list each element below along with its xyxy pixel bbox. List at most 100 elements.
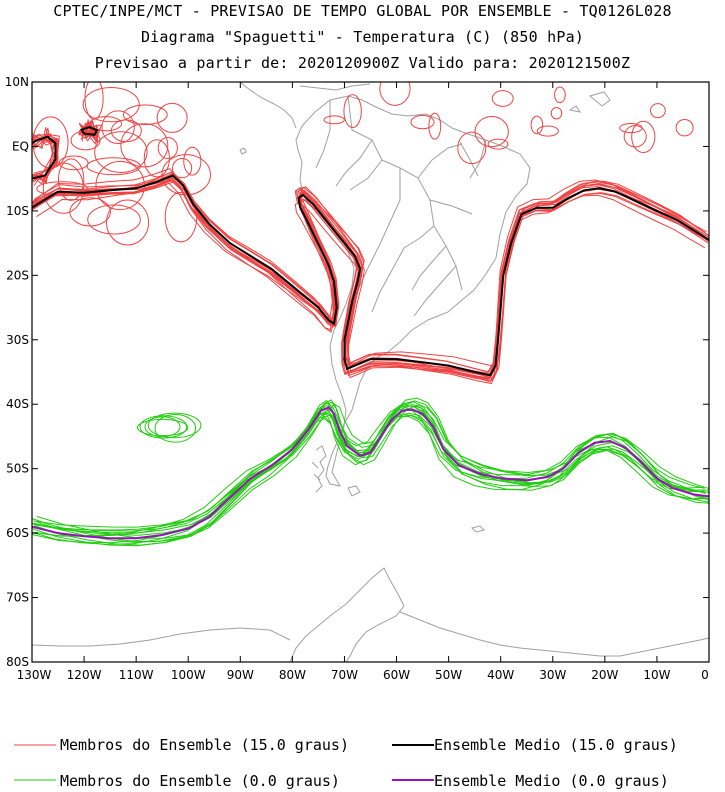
ensemble-member-contour [32, 401, 709, 532]
ensemble-mean-15-contour [32, 174, 709, 377]
ensemble-member-contour [110, 119, 142, 143]
ensemble-mean-15-contour [79, 126, 99, 136]
lon-tick-label: 0 [701, 668, 709, 682]
ensemble-member-contour [57, 158, 85, 201]
ensemble-member-contour [106, 199, 150, 246]
ensemble-member-contour [101, 110, 135, 144]
lat-tick-label: 20S [6, 268, 29, 282]
legend-label-members-15: Membros do Ensemble (15.0 graus) [60, 736, 349, 754]
lon-tick-label: 90W [227, 668, 254, 682]
ensemble-member-contour [183, 146, 202, 176]
forecast-validity: Previsao a partir de: 2020120900Z Valido… [94, 54, 631, 72]
ensemble-member-contour [144, 416, 181, 438]
lon-tick-label: 60W [383, 668, 410, 682]
ensemble-member-contour [164, 191, 198, 243]
ensemble-member-contour [536, 125, 559, 137]
lat-tick-label: 50S [6, 462, 29, 476]
ensemble-member-contour [94, 131, 148, 174]
ensemble-member-contour [33, 405, 709, 536]
ensemble-member-contour [649, 103, 666, 119]
ensemble-member-contour [32, 399, 709, 547]
ensemble-member-contour [343, 94, 362, 129]
ensemble-member-contour [36, 175, 706, 367]
ensemble-member-contour [33, 175, 706, 385]
ensemble-member-contour [32, 405, 709, 544]
ensemble-member-contour [457, 131, 487, 165]
south-america-coastline [295, 95, 531, 487]
ensemble-member-contour [550, 107, 563, 120]
ensemble-member-contour [34, 180, 707, 379]
lat-tick-label: 30S [6, 333, 29, 347]
ensemble-member-contour [89, 116, 123, 132]
ensemble-member-contour [32, 133, 59, 178]
ensemble-member-contour [530, 115, 544, 135]
lon-tick-label: 30W [539, 668, 566, 682]
lon-tick-label: 120W [67, 668, 102, 682]
latitude-axis: 10N EQ 10S 20S 30S 40S 50S 60S 70S 80S [5, 75, 709, 669]
ensemble-member-contour [147, 412, 202, 439]
country-borders [315, 95, 487, 317]
lat-tick-label: 40S [6, 397, 29, 411]
ensemble-member-contour [84, 82, 104, 120]
ensemble-member-contour [36, 397, 704, 528]
chart-subtitle: Diagrama "Spaguetti" - Temperatura (C) (… [140, 28, 585, 46]
lat-tick-label: 10S [6, 204, 29, 218]
members-0-layer [32, 397, 709, 547]
ensemble-member-contour [86, 157, 141, 176]
ensemble-member-contour [675, 119, 694, 137]
patagonia-fjords [311, 445, 327, 493]
ensemble-member-contour [157, 136, 178, 160]
chart-title: CPTEC/INPE/MCT - PREVISAO DE TEMPO GLOBA… [53, 2, 672, 20]
ensemble-mean-15-contour [32, 135, 57, 180]
ensemble-member-contour [32, 168, 707, 383]
ensemble-member-contour [156, 102, 188, 133]
legend-label-mean-0: Ensemble Medio (0.0 graus) [434, 772, 669, 790]
lon-tick-label: 110W [119, 668, 154, 682]
lat-tick-label: 70S [6, 591, 29, 605]
ensemble-member-contour [428, 112, 442, 140]
coastline-layer [32, 82, 709, 662]
south-georgia [471, 525, 485, 533]
plot-frame [31, 81, 710, 663]
ensemble-member-contour [323, 115, 345, 125]
ensemble-member-contour [58, 155, 89, 171]
ensemble-member-contour [42, 162, 84, 214]
legend-label-members-0: Membros do Ensemble (0.0 graus) [60, 772, 340, 790]
lon-tick-label: 80W [279, 668, 306, 682]
ensemble-member-contour [36, 181, 89, 197]
ensemble-member-contour [33, 402, 707, 543]
lon-tick-label: 20W [591, 668, 618, 682]
ensemble-member-contour [154, 413, 197, 443]
ensemble-member-contour [491, 90, 514, 107]
lon-tick-label: 10W [643, 668, 670, 682]
ensemble-member-contour [32, 403, 709, 542]
ensemble-member-contour [69, 197, 111, 227]
lon-tick-label: 50W [435, 668, 462, 682]
ensemble-member-contour [82, 86, 140, 123]
ensemble-member-contour [623, 125, 647, 148]
ensemble-member-contour [172, 158, 193, 179]
ensemble-member-contour [161, 154, 211, 196]
ensemble-member-contour [474, 116, 509, 148]
ensemble-member-contour [32, 171, 709, 378]
ensemble-member-contour [554, 86, 566, 104]
ensemble-member-contour [33, 403, 709, 534]
ensemble-member-contour [619, 122, 643, 134]
ensemble-member-contour [410, 114, 435, 130]
ensemble-member-contour [81, 122, 97, 142]
antarctica-coastline [32, 567, 709, 662]
ensemble-member-contour [32, 404, 708, 537]
ensemble-member-contour [70, 130, 101, 151]
central-america-coastline [239, 82, 611, 129]
ensemble-mean-layer [32, 126, 709, 540]
ensemble-member-contour [631, 120, 656, 153]
ensemble-member-contour [139, 415, 188, 439]
ensemble-member-contour [136, 418, 189, 437]
ensemble-member-contour [32, 176, 709, 380]
ensemble-member-contour [32, 176, 709, 381]
galapagos [239, 147, 247, 155]
lat-tick-label: 60S [6, 526, 29, 540]
lon-tick-label: 70W [331, 668, 358, 682]
ensemble-member-contour [32, 172, 709, 373]
